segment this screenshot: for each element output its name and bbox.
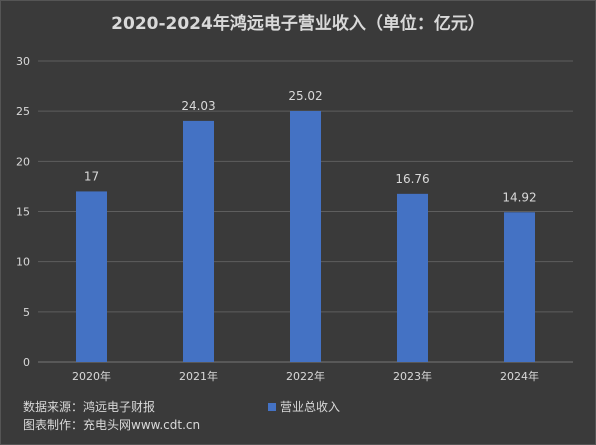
- chart-maker-note: 图表制作：充电头网www.cdt.cn: [23, 418, 201, 432]
- x-tick-label: 2023年: [393, 369, 432, 383]
- x-tick-label: 2020年: [72, 369, 111, 383]
- y-tick-label: 15: [16, 206, 30, 219]
- bar: [397, 193, 428, 362]
- y-tick-label: 30: [16, 55, 30, 68]
- y-tick-label: 0: [23, 356, 30, 369]
- bar: [504, 212, 535, 362]
- x-tick-label: 2024年: [500, 369, 539, 383]
- bar-value-label: 16.76: [395, 172, 429, 186]
- y-tick-label: 10: [16, 256, 30, 269]
- bar-value-label: 24.03: [181, 99, 215, 113]
- bar: [183, 120, 214, 362]
- bar: [76, 191, 107, 362]
- y-tick-label: 25: [16, 105, 30, 118]
- bar-value-label: 25.02: [288, 89, 322, 103]
- legend-label: 营业总收入: [280, 400, 341, 414]
- x-tick-label: 2021年: [179, 369, 218, 383]
- bar-value-label: 17: [84, 169, 99, 183]
- y-tick-label: 20: [16, 155, 30, 168]
- legend-swatch: [268, 402, 276, 411]
- x-tick-label: 2022年: [286, 369, 325, 383]
- y-tick-label: 5: [23, 306, 30, 319]
- chart-title: 2020-2024年鸿远电子营业收入（单位：亿元）: [111, 14, 485, 34]
- data-source-note: 数据来源：鸿远电子财报: [23, 400, 156, 414]
- bar: [290, 110, 321, 362]
- legend: 营业总收入: [268, 398, 340, 415]
- bar-value-label: 14.92: [502, 190, 536, 204]
